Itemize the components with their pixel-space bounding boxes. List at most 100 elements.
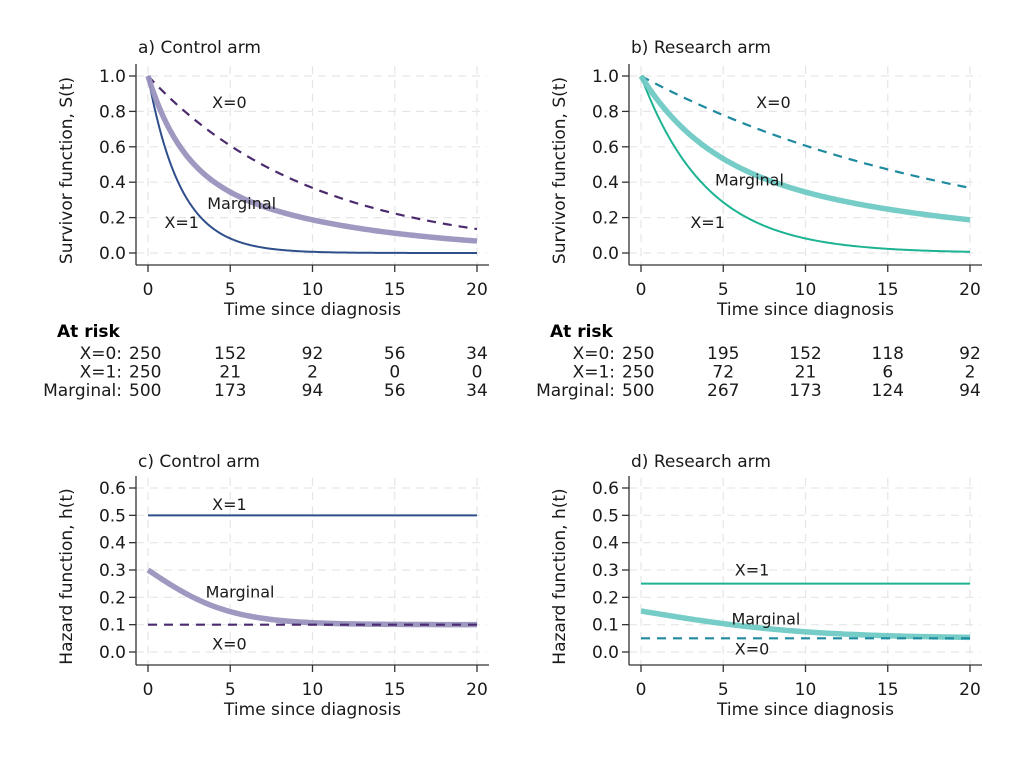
at-risk-row-label: X=0: <box>80 344 122 364</box>
x-tick-label: 15 <box>384 680 406 700</box>
panel-a: 0.00.20.40.60.81.00 5 10 15 20a) Control arm… <box>43 38 489 401</box>
at-risk-value: 267 <box>707 381 739 401</box>
x-tick-label: 0 <box>143 680 154 700</box>
at-risk-value: 2 <box>307 363 318 383</box>
at-risk-row-label: Marginal: <box>43 381 122 401</box>
curve-x-0 <box>147 75 478 231</box>
at-risk-value: 500 <box>622 381 654 401</box>
at-risk-value: 500 <box>129 381 161 401</box>
x-tick-label: 5 <box>225 680 236 700</box>
y-tick-label: 1.0 <box>99 67 126 87</box>
y-tick-label: 0.6 <box>592 138 619 158</box>
at-risk-row-label: X=1: <box>573 363 615 383</box>
curve-label: X=0 <box>735 640 770 659</box>
at-risk-value: 118 <box>872 344 904 364</box>
at-risk-value: 0 <box>472 363 483 383</box>
at-risk-value: 173 <box>789 381 821 401</box>
at-risk-value: 2 <box>965 363 976 383</box>
panel-title: a) Control arm <box>138 38 261 58</box>
at-risk-value: 34 <box>466 381 488 401</box>
y-tick-label: 0.6 <box>99 138 126 158</box>
curve-label: X=1 <box>212 495 247 514</box>
curve-x-0 <box>640 75 971 189</box>
x-tick-label: 0 <box>143 280 154 300</box>
at-risk-value: 56 <box>384 381 406 401</box>
x-tick-label: 20 <box>466 680 488 700</box>
panel-c: 0.0 0.1 0.2 0.3 0.4 0.5 0.6 0 5 10 15 20 c) Control … <box>57 452 489 720</box>
curve-x-1 <box>147 75 477 254</box>
curve-label: Marginal <box>207 194 276 213</box>
y-axis-title: Hazard function, h(t) <box>550 488 570 664</box>
y-tick-label: 0.2 <box>99 209 126 229</box>
curve-label: X=1 <box>690 213 725 232</box>
x-tick-label: 20 <box>959 680 981 700</box>
at-risk-heading: At risk <box>57 322 121 342</box>
curve-marginal <box>640 608 971 641</box>
panel-b: 0.0 0.2 0.4 0.6 0.8 1.0 0 5 10 15 20 b) Research ar… <box>536 38 982 401</box>
at-risk-value: 250 <box>622 344 654 364</box>
at-risk-value: 94 <box>959 381 981 401</box>
x-axis-title: Time since diagnosis <box>223 700 401 720</box>
x-tick-label: 20 <box>466 280 488 300</box>
x-tick-label: 5 <box>225 280 236 300</box>
x-tick-label: 10 <box>795 680 817 700</box>
at-risk-value: 0 <box>389 363 400 383</box>
x-tick-label: 10 <box>302 680 324 700</box>
y-tick-label: 0.0 <box>592 643 619 663</box>
gridlines <box>629 66 980 265</box>
curve-label: X=0 <box>756 93 791 112</box>
x-tick-label: 15 <box>877 680 899 700</box>
at-risk-row-label: X=0: <box>573 344 615 364</box>
y-tick-label: 0.2 <box>99 588 126 608</box>
at-risk-value: 173 <box>214 381 246 401</box>
at-risk-value: 6 <box>882 363 893 383</box>
y-axis-title: Hazard function, h(t) <box>57 488 77 664</box>
x-tick-label: 15 <box>384 280 406 300</box>
curve-label: X=0 <box>212 634 247 653</box>
at-risk-row-label: Marginal: <box>536 381 615 401</box>
gridlines <box>136 478 487 665</box>
y-tick-label: 0.4 <box>99 173 126 193</box>
curve-x-1 <box>640 75 971 253</box>
y-tick-label: 1.0 <box>592 67 619 87</box>
y-tick-label: 0.0 <box>592 244 619 264</box>
at-risk-heading: At risk <box>550 322 614 342</box>
curve-marginal <box>638 74 971 223</box>
x-axis-title: Time since diagnosis <box>716 300 894 320</box>
y-tick-label: 0.0 <box>99 244 126 264</box>
x-axis-title: Time since diagnosis <box>716 700 894 720</box>
x-tick-label: 0 <box>636 680 647 700</box>
y-tick-label: 0.4 <box>592 173 619 193</box>
curve-label: X=1 <box>735 560 770 579</box>
y-tick-label: 0.1 <box>592 616 619 636</box>
at-risk-value: 21 <box>795 363 817 383</box>
at-risk-value: 250 <box>622 363 654 383</box>
x-tick-label: 5 <box>718 680 729 700</box>
curve-label: Marginal <box>206 582 275 601</box>
at-risk-value: 34 <box>466 344 488 364</box>
panel-title: c) Control arm <box>138 452 260 472</box>
y-tick-label: 0.2 <box>592 588 619 608</box>
at-risk-value: 250 <box>129 344 161 364</box>
y-tick-label: 0.2 <box>592 209 619 229</box>
at-risk-value: 72 <box>712 363 734 383</box>
x-tick-label: 10 <box>795 280 817 300</box>
at-risk-value: 56 <box>384 344 406 364</box>
x-tick-label: 5 <box>718 280 729 300</box>
y-tick-label: 0.4 <box>99 534 126 554</box>
x-tick-label: 0 <box>636 280 647 300</box>
at-risk-value: 152 <box>789 344 821 364</box>
at-risk-row-label: X=1: <box>80 363 122 383</box>
at-risk-value: 21 <box>219 363 241 383</box>
y-tick-label: 0.0 <box>99 643 126 663</box>
x-axis-title: Time since diagnosis <box>223 300 401 320</box>
at-risk-value: 250 <box>129 363 161 383</box>
at-risk-value: 92 <box>302 344 324 364</box>
y-tick-label: 0.3 <box>592 561 619 581</box>
curve-label: X=0 <box>212 93 247 112</box>
panel-title: d) Research arm <box>631 452 771 472</box>
y-tick-label: 0.8 <box>99 102 126 122</box>
at-risk-value: 195 <box>707 344 739 364</box>
panel-title: b) Research arm <box>631 38 771 58</box>
